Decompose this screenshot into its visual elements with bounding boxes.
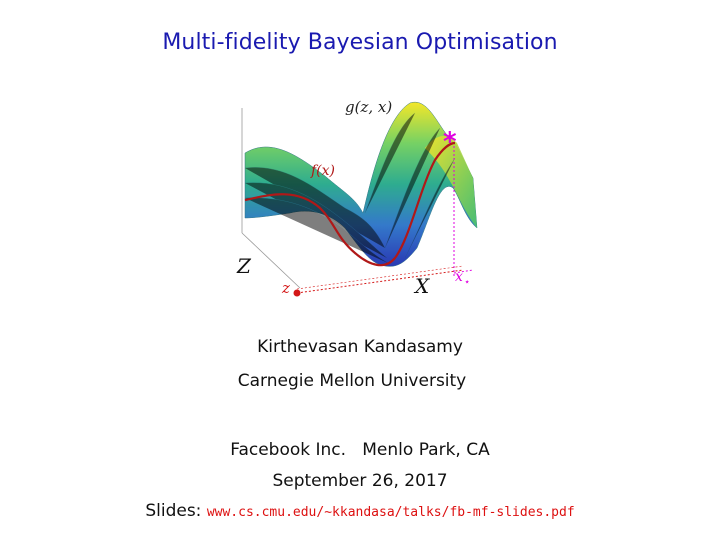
slides-label: Slides: [145,501,202,521]
optimum-x-subscript: ⋆ [464,277,470,288]
affiliation: Carnegie Mellon University [237,371,467,391]
surface-grid-lines [244,112,456,265]
optimum-x-label: x [455,269,463,285]
slides-line: Slides: www.cs.cmu.edu/∼kkandasa/talks/f… [0,501,720,521]
fidelity-axis-label: Z [236,254,252,278]
venue: Facebook Inc. Menlo Park, CA [230,440,490,460]
optimum-dashed-base [453,269,474,274]
domain-axis-label: X [413,274,430,298]
objective-curve [244,141,456,267]
slide-title: Multi-fidelity Bayesian Optimisation [162,30,558,55]
fidelity-point-label: z [281,279,290,297]
domain-axis-dashed-2 [296,265,464,290]
domain-axis-dashed [296,269,464,294]
surface-figure: g(z, x) f(x) * Z X z x ⋆ [225,88,495,318]
surface-plot-svg: g(z, x) f(x) * Z X z x ⋆ [236,98,478,298]
slides-url-link[interactable]: www.cs.cmu.edu/∼kkandasa/talks/fb-mf-sli… [206,505,575,520]
curve-label: f(x) [310,163,335,179]
surface-peak [425,136,477,228]
fidelity-axis-line [241,232,301,289]
author-name: Kirthevasan Kandasamy [257,337,463,357]
surface-label: g(z, x) [345,98,392,116]
fidelity-point-dot [293,289,301,297]
optimum-marker: * [443,127,457,157]
date: September 26, 2017 [272,471,448,491]
